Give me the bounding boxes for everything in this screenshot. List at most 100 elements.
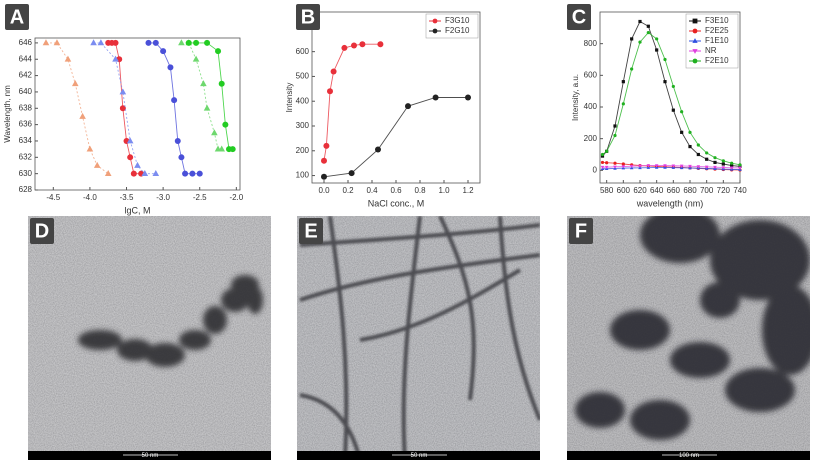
image-labels: D 50 nm E 50 nm F 100 nm [28, 218, 810, 460]
marker [680, 130, 684, 134]
marker [119, 105, 126, 112]
x-tick-label: 580 [600, 186, 614, 195]
marker [359, 41, 366, 48]
marker [432, 94, 439, 101]
scale-bar-label: 100 nm [679, 453, 699, 459]
marker [145, 39, 152, 46]
marker [174, 137, 181, 144]
marker [204, 39, 211, 46]
x-tick-label: 0.8 [414, 186, 426, 195]
marker [621, 102, 625, 106]
marker [218, 80, 225, 87]
legend-label: F2E25 [705, 26, 729, 35]
y-tick-label: 200 [584, 134, 598, 143]
marker [321, 157, 327, 164]
marker [79, 112, 86, 119]
marker [141, 170, 149, 177]
marker [93, 161, 101, 168]
legend-box [425, 13, 479, 39]
marker [600, 165, 605, 170]
panel-letter-box [299, 218, 323, 244]
legend-marker [692, 58, 698, 64]
marker [663, 57, 667, 62]
x-axis-label: lgC, M [124, 205, 150, 215]
marker [126, 137, 134, 144]
marker [130, 170, 137, 177]
x-tick-label: 0.6 [390, 186, 402, 195]
marker [134, 161, 141, 168]
marker [600, 152, 605, 157]
scale-strip [297, 451, 540, 460]
y-tick-label: 646 [19, 38, 33, 47]
marker [42, 39, 50, 46]
series-line [323, 97, 468, 178]
plot-frame [599, 11, 741, 184]
legend-label: F3G10 [445, 16, 470, 25]
marker [629, 164, 634, 169]
marker [663, 80, 667, 84]
y-tick-label: 400 [584, 102, 598, 111]
marker [688, 144, 692, 149]
marker [86, 145, 94, 152]
marker [351, 42, 357, 49]
marker [196, 170, 203, 177]
y-tick-label: 636 [19, 120, 33, 129]
legend-label: F2G10 [445, 26, 470, 35]
marker [178, 39, 185, 46]
y-tick-label: 100 [296, 171, 310, 180]
x-tick-label: 1.2 [462, 186, 474, 195]
marker [613, 124, 617, 128]
x-tick-label: -4.0 [83, 193, 97, 202]
marker [655, 37, 659, 41]
marker [671, 84, 675, 89]
panel-letter: A [10, 6, 24, 28]
y-tick-label: 600 [296, 47, 310, 56]
scale-bar-label: 50 nm [142, 453, 159, 459]
marker [152, 39, 159, 46]
marker [64, 55, 72, 62]
legend-label: F3E10 [705, 16, 729, 25]
marker [638, 164, 642, 168]
marker [630, 67, 634, 71]
x-tick-label: 0.2 [342, 186, 354, 195]
marker [465, 94, 471, 101]
marker [630, 37, 634, 41]
x-tick-label: -2.0 [229, 193, 243, 202]
marker [405, 103, 411, 110]
series-line [602, 165, 741, 169]
legend-marker [432, 28, 438, 34]
series-line [323, 43, 381, 161]
panel-letter-box [569, 218, 593, 244]
panel-letter: F [575, 220, 587, 242]
marker [696, 165, 701, 169]
marker [229, 146, 236, 153]
marker [621, 162, 625, 166]
x-tick-label: 700 [700, 186, 714, 195]
y-tick-label: 630 [19, 169, 33, 178]
legend-label: F1E10 [705, 36, 729, 45]
x-tick-label: 1.0 [438, 186, 450, 195]
marker [605, 149, 609, 153]
marker [182, 170, 189, 177]
marker [192, 55, 200, 62]
marker [613, 161, 617, 165]
marker [341, 44, 348, 51]
series-line [602, 167, 741, 170]
marker [646, 164, 651, 168]
marker [375, 146, 381, 153]
marker [53, 39, 61, 46]
marker [704, 165, 709, 169]
x-tick-label: 720 [717, 186, 731, 195]
y-tick-label: 600 [584, 70, 598, 79]
marker [621, 165, 626, 169]
marker [721, 162, 725, 166]
marker [705, 157, 709, 161]
x-axis-label: wavelength (nm) [636, 198, 704, 208]
marker [600, 160, 605, 165]
x-axis-label: NaCl conc., M [368, 198, 425, 208]
legend-marker [432, 18, 438, 24]
marker [688, 130, 692, 134]
marker [738, 163, 742, 167]
series-line [148, 42, 200, 175]
